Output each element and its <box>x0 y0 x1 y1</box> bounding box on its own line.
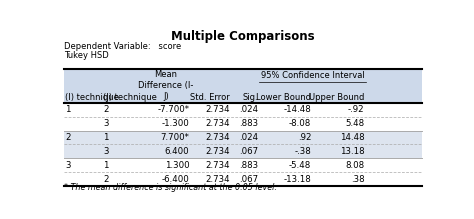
Text: .024: .024 <box>239 105 258 114</box>
Text: 2.734: 2.734 <box>205 119 230 128</box>
Text: 5.48: 5.48 <box>346 119 365 128</box>
Text: 1: 1 <box>103 133 109 142</box>
Text: 95% Confidence Interval: 95% Confidence Interval <box>261 71 365 80</box>
Text: Mean
Difference (I-
J): Mean Difference (I- J) <box>138 70 193 101</box>
Text: -8.08: -8.08 <box>289 119 311 128</box>
Text: -.38: -.38 <box>294 147 311 156</box>
Text: 1.300: 1.300 <box>164 161 189 170</box>
Bar <box>64 131 422 145</box>
Text: -5.48: -5.48 <box>289 161 311 170</box>
Bar <box>64 117 422 131</box>
Text: -13.18: -13.18 <box>283 175 311 184</box>
Text: 14.48: 14.48 <box>340 133 365 142</box>
Bar <box>64 145 422 158</box>
Text: Tukey HSD: Tukey HSD <box>64 51 109 60</box>
Bar <box>64 69 422 103</box>
Text: Upper Bound: Upper Bound <box>309 93 365 102</box>
Text: 1: 1 <box>65 105 71 114</box>
Text: .024: .024 <box>239 133 258 142</box>
Bar <box>64 158 422 172</box>
Text: .883: .883 <box>239 119 258 128</box>
Text: -.92: -.92 <box>348 105 365 114</box>
Text: 6.400: 6.400 <box>164 147 189 156</box>
Text: -7.700*: -7.700* <box>157 105 189 114</box>
Text: Dependent Variable:   score: Dependent Variable: score <box>64 42 181 51</box>
Text: * The mean difference is significant at the 0.05 level.: * The mean difference is significant at … <box>64 183 276 192</box>
Text: 8.08: 8.08 <box>346 161 365 170</box>
Text: .883: .883 <box>239 161 258 170</box>
Bar <box>64 103 422 117</box>
Text: .067: .067 <box>239 175 258 184</box>
Text: 13.18: 13.18 <box>340 147 365 156</box>
Text: 2: 2 <box>103 175 109 184</box>
Text: 2: 2 <box>65 133 71 142</box>
Text: 2.734: 2.734 <box>205 175 230 184</box>
Text: (I) technique: (I) technique <box>65 93 119 102</box>
Text: Sig.: Sig. <box>242 93 258 102</box>
Text: 2.734: 2.734 <box>205 133 230 142</box>
Text: 3: 3 <box>103 147 109 156</box>
Text: 3: 3 <box>65 161 71 170</box>
Text: 7.700*: 7.700* <box>160 133 189 142</box>
Text: Lower Bound: Lower Bound <box>256 93 311 102</box>
Text: Std. Error: Std. Error <box>190 93 230 102</box>
Text: 2.734: 2.734 <box>205 147 230 156</box>
Text: 2.734: 2.734 <box>205 105 230 114</box>
Text: 1: 1 <box>103 161 109 170</box>
Text: Multiple Comparisons: Multiple Comparisons <box>171 30 315 44</box>
Bar <box>64 172 422 186</box>
Text: 3: 3 <box>103 119 109 128</box>
Text: .92: .92 <box>298 133 311 142</box>
Text: 2.734: 2.734 <box>205 161 230 170</box>
Text: 2: 2 <box>103 105 109 114</box>
Text: -1.300: -1.300 <box>162 119 189 128</box>
Text: .38: .38 <box>351 175 365 184</box>
Text: -14.48: -14.48 <box>283 105 311 114</box>
Text: -6.400: -6.400 <box>162 175 189 184</box>
Text: (J) technique: (J) technique <box>103 93 157 102</box>
Text: .067: .067 <box>239 147 258 156</box>
